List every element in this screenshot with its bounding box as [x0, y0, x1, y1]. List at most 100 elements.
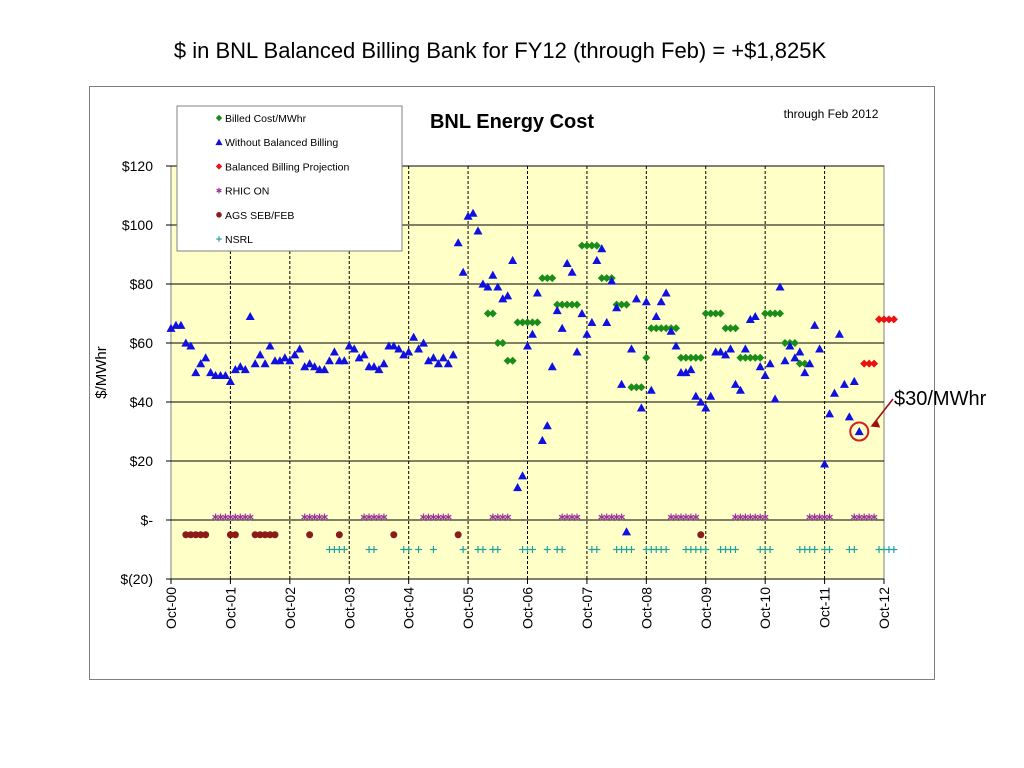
data-point: [335, 531, 343, 539]
data-point: [181, 338, 191, 347]
data-point: [176, 320, 186, 329]
data-point: [617, 300, 626, 309]
data-point: [438, 353, 448, 362]
data-point: [344, 341, 354, 350]
data-point: [756, 353, 765, 362]
data-point: [295, 344, 305, 353]
data-point: [735, 385, 745, 394]
data-point: [444, 513, 452, 521]
data-point: [423, 356, 433, 365]
x-tick-label: Oct-09: [698, 587, 714, 629]
y-tick-label: $(20): [120, 571, 153, 587]
data-point: [844, 412, 854, 421]
data-point: [765, 359, 775, 368]
data-point: [701, 403, 711, 412]
data-point: [691, 391, 701, 400]
data-point: [528, 546, 536, 553]
data-point: [558, 300, 567, 309]
data-point: [197, 531, 205, 539]
callout-label: $30/MWhr: [894, 388, 987, 410]
x-tick-label: Oct-05: [460, 587, 476, 629]
data-point: [766, 309, 775, 318]
callout-circle: [849, 421, 870, 442]
data-point: [731, 324, 740, 333]
callout-arrowhead: [870, 420, 881, 428]
data-point: [508, 255, 518, 264]
data-point: [493, 282, 503, 291]
data-point: [448, 350, 458, 359]
data-point: [582, 241, 591, 250]
data-point: [726, 344, 736, 353]
data-point: [770, 394, 780, 403]
y-axis-title: $/MWhr: [93, 346, 110, 399]
data-point: [458, 267, 468, 276]
data-point: [394, 344, 404, 353]
data-point: [504, 513, 512, 521]
data-point: [875, 315, 884, 324]
legend-label: AGS SEB/FEB: [225, 210, 294, 222]
data-point: [761, 309, 770, 318]
data-point: [627, 546, 635, 553]
data-point: [220, 370, 230, 380]
data-point: [686, 365, 696, 374]
data-point: [780, 356, 790, 365]
data-point: [730, 379, 740, 388]
data-point: [231, 531, 239, 539]
data-point: [790, 339, 799, 347]
data-point: [359, 350, 369, 359]
data-point: [731, 546, 739, 553]
data-point: [865, 359, 874, 368]
data-point: [612, 303, 622, 312]
data-point: [527, 329, 537, 338]
data-point: [755, 362, 765, 371]
data-point: [577, 309, 587, 318]
chart-title: BNL Energy Cost: [430, 111, 594, 133]
legend-marker: [216, 212, 222, 218]
data-point: [354, 353, 364, 362]
data-point: [706, 391, 716, 400]
legend-marker: [216, 187, 222, 194]
data-point: [790, 353, 800, 362]
data-point: [543, 546, 551, 553]
data-point: [290, 350, 300, 359]
data-point: [750, 311, 760, 321]
data-point: [815, 344, 825, 353]
data-point: [405, 546, 413, 553]
data-point: [795, 347, 805, 356]
data-point: [553, 300, 562, 309]
data-point: [454, 531, 462, 539]
x-tick-label: Oct-10: [757, 587, 773, 629]
legend-label: NSRL: [225, 234, 253, 246]
data-point: [676, 353, 685, 362]
data-point: [513, 318, 522, 327]
data-point: [691, 353, 700, 362]
data-point: [503, 356, 512, 365]
series-1: [166, 208, 864, 536]
data-point: [265, 341, 275, 350]
data-point: [573, 513, 581, 521]
data-point: [652, 324, 661, 333]
data-point: [568, 300, 577, 309]
data-point: [636, 403, 646, 412]
data-point: [415, 546, 423, 553]
data-point: [192, 531, 200, 539]
data-point: [642, 353, 651, 362]
data-point: [785, 341, 795, 350]
data-point: [646, 385, 656, 394]
data-point: [310, 362, 320, 371]
data-point: [528, 318, 537, 327]
data-point: [250, 359, 260, 368]
data-point: [558, 546, 566, 553]
data-point: [235, 362, 245, 371]
data-point: [206, 368, 216, 377]
y-tick-label: $60: [130, 335, 154, 351]
data-point: [306, 531, 314, 539]
series-2: [860, 315, 898, 368]
series-0: [483, 241, 809, 392]
data-point: [166, 323, 176, 332]
data-point: [266, 531, 274, 539]
data-point: [829, 388, 839, 397]
data-point: [380, 513, 388, 521]
data-point: [478, 279, 488, 288]
x-tick-label: Oct-08: [638, 587, 654, 629]
